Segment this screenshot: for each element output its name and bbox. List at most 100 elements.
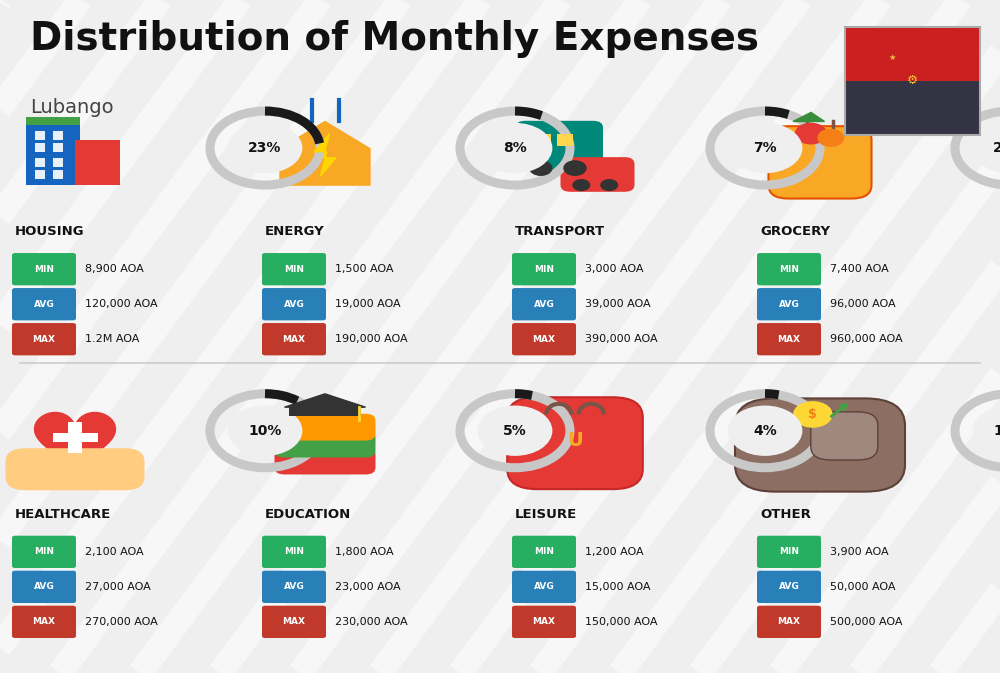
Text: 96,000 AOA: 96,000 AOA	[830, 299, 896, 309]
Text: HOUSING: HOUSING	[15, 225, 85, 238]
Bar	[289, 407, 361, 416]
Circle shape	[728, 123, 802, 173]
Bar	[35, 143, 45, 152]
Text: AVG: AVG	[34, 299, 54, 309]
FancyBboxPatch shape	[507, 397, 643, 489]
Text: 10%: 10%	[248, 424, 282, 437]
Text: TRANSPORT: TRANSPORT	[515, 225, 605, 238]
Text: MAX: MAX	[778, 617, 800, 627]
Text: AVG: AVG	[534, 299, 554, 309]
Text: 390,000 AOA: 390,000 AOA	[585, 334, 658, 344]
Polygon shape	[793, 112, 824, 121]
Text: 27,000 AOA: 27,000 AOA	[85, 582, 151, 592]
Text: 19,000 AOA: 19,000 AOA	[335, 299, 401, 309]
Text: MIN: MIN	[34, 547, 54, 557]
Circle shape	[817, 129, 844, 147]
Circle shape	[228, 406, 302, 456]
Text: 960,000 AOA: 960,000 AOA	[830, 334, 903, 344]
Circle shape	[228, 123, 302, 173]
Text: 500,000 AOA: 500,000 AOA	[830, 617, 903, 627]
Text: AVG: AVG	[779, 582, 799, 592]
Bar	[557, 134, 573, 146]
Bar	[534, 134, 551, 146]
Circle shape	[795, 122, 827, 145]
Text: $: $	[808, 408, 817, 421]
Circle shape	[973, 123, 1000, 173]
Bar	[845, 27, 980, 135]
Text: 190,000 AOA: 190,000 AOA	[335, 334, 408, 344]
Bar	[35, 131, 45, 140]
FancyBboxPatch shape	[274, 431, 376, 458]
Bar	[26, 117, 80, 125]
Text: MAX: MAX	[32, 334, 56, 344]
FancyBboxPatch shape	[262, 606, 326, 638]
Text: HEALTHCARE: HEALTHCARE	[15, 508, 111, 521]
FancyBboxPatch shape	[768, 127, 871, 199]
FancyBboxPatch shape	[757, 571, 821, 603]
FancyBboxPatch shape	[12, 571, 76, 603]
Text: 28%: 28%	[993, 141, 1000, 155]
Circle shape	[563, 160, 587, 176]
Text: OTHER: OTHER	[760, 508, 811, 521]
Polygon shape	[280, 121, 370, 185]
FancyBboxPatch shape	[12, 253, 76, 285]
Text: MAX: MAX	[283, 334, 306, 344]
Bar	[35, 158, 45, 167]
Text: AVG: AVG	[779, 299, 799, 309]
Text: MAX: MAX	[283, 617, 306, 627]
Text: 1,800 AOA: 1,800 AOA	[335, 547, 394, 557]
Bar	[53, 158, 63, 167]
FancyBboxPatch shape	[516, 121, 603, 170]
Text: U: U	[567, 431, 583, 450]
Text: 50,000 AOA: 50,000 AOA	[830, 582, 896, 592]
Polygon shape	[285, 394, 366, 407]
Circle shape	[529, 160, 552, 176]
Text: 8,900 AOA: 8,900 AOA	[85, 264, 144, 274]
FancyBboxPatch shape	[12, 606, 76, 638]
FancyBboxPatch shape	[12, 288, 76, 320]
Polygon shape	[35, 413, 115, 473]
FancyBboxPatch shape	[512, 253, 576, 285]
Text: 1,200 AOA: 1,200 AOA	[585, 547, 644, 557]
FancyBboxPatch shape	[512, 606, 576, 638]
Text: 1,500 AOA: 1,500 AOA	[335, 264, 394, 274]
Text: MAX: MAX	[532, 617, 556, 627]
Text: 7,400 AOA: 7,400 AOA	[830, 264, 889, 274]
Text: 8%: 8%	[503, 141, 527, 155]
FancyBboxPatch shape	[811, 412, 878, 460]
Text: 14%: 14%	[993, 424, 1000, 437]
Text: 2,100 AOA: 2,100 AOA	[85, 547, 144, 557]
Circle shape	[478, 123, 552, 173]
Text: 3,900 AOA: 3,900 AOA	[830, 547, 889, 557]
Text: MIN: MIN	[534, 264, 554, 274]
Text: ⚙: ⚙	[907, 74, 918, 87]
Text: MIN: MIN	[779, 264, 799, 274]
Text: MAX: MAX	[778, 334, 800, 344]
Text: 7%: 7%	[753, 141, 777, 155]
Text: 120,000 AOA: 120,000 AOA	[85, 299, 158, 309]
FancyBboxPatch shape	[757, 253, 821, 285]
FancyBboxPatch shape	[262, 253, 326, 285]
FancyBboxPatch shape	[757, 606, 821, 638]
Text: ENERGY: ENERGY	[265, 225, 325, 238]
FancyBboxPatch shape	[757, 323, 821, 355]
FancyBboxPatch shape	[262, 323, 326, 355]
Polygon shape	[314, 134, 336, 176]
Text: MIN: MIN	[534, 547, 554, 557]
Text: 270,000 AOA: 270,000 AOA	[85, 617, 158, 627]
FancyBboxPatch shape	[274, 414, 376, 441]
Text: 5%: 5%	[503, 424, 527, 437]
Text: Lubango: Lubango	[30, 98, 114, 116]
Text: 4%: 4%	[753, 424, 777, 437]
Text: 15,000 AOA: 15,000 AOA	[585, 582, 651, 592]
Circle shape	[478, 406, 552, 456]
Text: MIN: MIN	[779, 547, 799, 557]
Text: MAX: MAX	[532, 334, 556, 344]
FancyBboxPatch shape	[262, 571, 326, 603]
FancyBboxPatch shape	[735, 398, 905, 491]
Text: 3,000 AOA: 3,000 AOA	[585, 264, 644, 274]
Circle shape	[973, 406, 1000, 456]
Bar	[53, 131, 63, 140]
Text: LEISURE: LEISURE	[515, 508, 577, 521]
Text: AVG: AVG	[34, 582, 54, 592]
